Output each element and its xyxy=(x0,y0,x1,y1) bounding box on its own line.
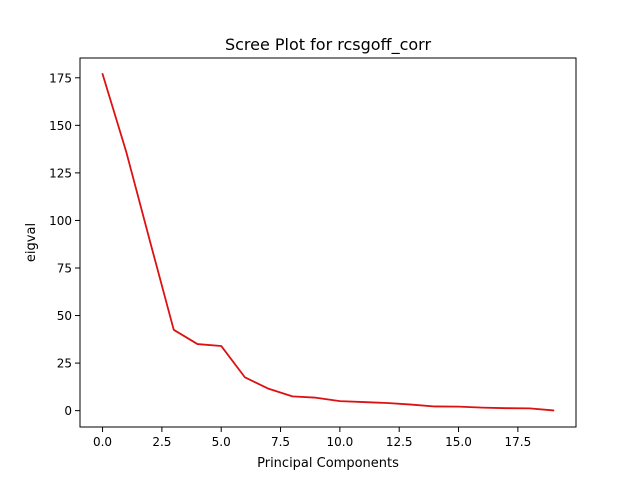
y-tick-label: 100 xyxy=(49,214,72,228)
y-tick-label: 125 xyxy=(49,166,72,180)
y-axis-ticks: 0 25 50 75 100 125 150 175 xyxy=(49,71,80,418)
x-axis-ticks: 0.0 2.5 5.0 7.5 10.0 12.5 15.0 17.5 xyxy=(93,427,531,449)
x-tick-label: 5.0 xyxy=(212,435,231,449)
x-tick-label: 15.0 xyxy=(445,435,472,449)
y-tick-label: 175 xyxy=(49,71,72,85)
y-tick-label: 150 xyxy=(49,119,72,133)
series-layer xyxy=(101,73,555,412)
y-tick-label: 0 xyxy=(64,404,72,418)
x-tick-label: 0.0 xyxy=(93,435,112,449)
eigenvalue-series-line xyxy=(101,73,555,412)
x-tick-label: 10.0 xyxy=(327,435,354,449)
x-tick-label: 2.5 xyxy=(152,435,171,449)
axes-frame xyxy=(79,57,577,428)
chart-title: Scree Plot for rcsgoff_corr xyxy=(225,35,431,55)
y-tick-label: 25 xyxy=(57,357,72,371)
y-tick-label: 75 xyxy=(57,261,72,275)
x-tick-label: 17.5 xyxy=(504,435,531,449)
plot-area xyxy=(80,58,576,427)
y-axis-label: eigval xyxy=(24,223,39,262)
x-axis-label: Principal Components xyxy=(257,456,399,471)
x-tick-label: 7.5 xyxy=(271,435,290,449)
y-tick-label: 50 xyxy=(57,309,72,323)
x-tick-label: 12.5 xyxy=(386,435,413,449)
